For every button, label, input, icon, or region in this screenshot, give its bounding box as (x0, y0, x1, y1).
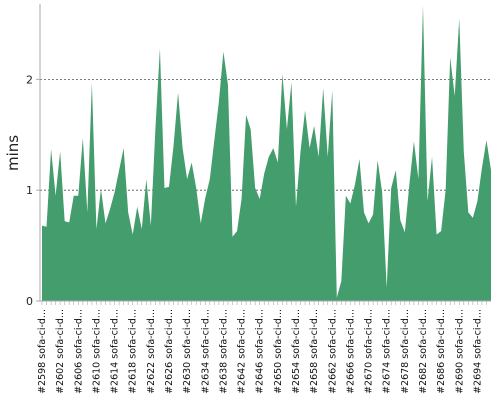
x-tick-label: #2650 sofa-ci-d... (273, 309, 284, 394)
y-tick-label: 2 (26, 73, 33, 86)
x-tick-label: #2602 sofa-ci-d... (55, 309, 66, 394)
x-tick-label: #2634 sofa-ci-d... (200, 309, 211, 394)
x-tick-label: #2666 sofa-ci-d... (345, 309, 356, 394)
x-tick-label: #2670 sofa-ci-d... (364, 309, 375, 394)
x-tick-label: #2690 sofa-ci-d... (454, 309, 465, 394)
y-tick-label: 1 (26, 184, 33, 197)
series-area (42, 5, 491, 302)
x-tick-label: #2654 sofa-ci-d... (291, 309, 302, 394)
x-tick-label: #2682 sofa-ci-d... (418, 309, 429, 394)
x-tick-label: #2686 sofa-ci-d... (436, 309, 447, 394)
x-tick-label: #2662 sofa-ci-d... (327, 309, 338, 394)
y-axis-title: mins (4, 135, 22, 171)
x-tick-label: #2638 sofa-ci-d... (218, 309, 229, 394)
y-tick-label: 0 (26, 295, 33, 308)
x-tick-label: #2622 sofa-ci-d... (146, 309, 157, 394)
plot-area (42, 5, 491, 302)
x-tick-label: #2598 sofa-ci-d... (37, 309, 48, 394)
x-tick-label: #2674 sofa-ci-d... (382, 309, 393, 394)
x-tick-label: #2694 sofa-ci-d... (472, 309, 483, 394)
x-tick-label: #2658 sofa-ci-d... (309, 309, 320, 394)
x-tick-label: #2618 sofa-ci-d... (128, 309, 139, 394)
x-tick-label: #2626 sofa-ci-d... (164, 309, 175, 394)
x-tick-label: #2606 sofa-ci-d... (73, 309, 84, 394)
axes (39, 4, 491, 302)
x-tick-label: #2610 sofa-ci-d... (91, 309, 102, 394)
x-tick-label: #2614 sofa-ci-d... (110, 309, 121, 394)
x-tick-label: #2630 sofa-ci-d... (182, 309, 193, 394)
x-tick-label: #2678 sofa-ci-d... (400, 309, 411, 394)
x-tick-label: #2646 sofa-ci-d... (255, 309, 266, 394)
y-tick-labels: 0 1 2 (26, 73, 40, 308)
x-tick-label: #2642 sofa-ci-d... (237, 309, 248, 394)
x-tick-labels: #2598 sofa-ci-d... #2602 sofa-ci-d... #260… (37, 301, 487, 394)
